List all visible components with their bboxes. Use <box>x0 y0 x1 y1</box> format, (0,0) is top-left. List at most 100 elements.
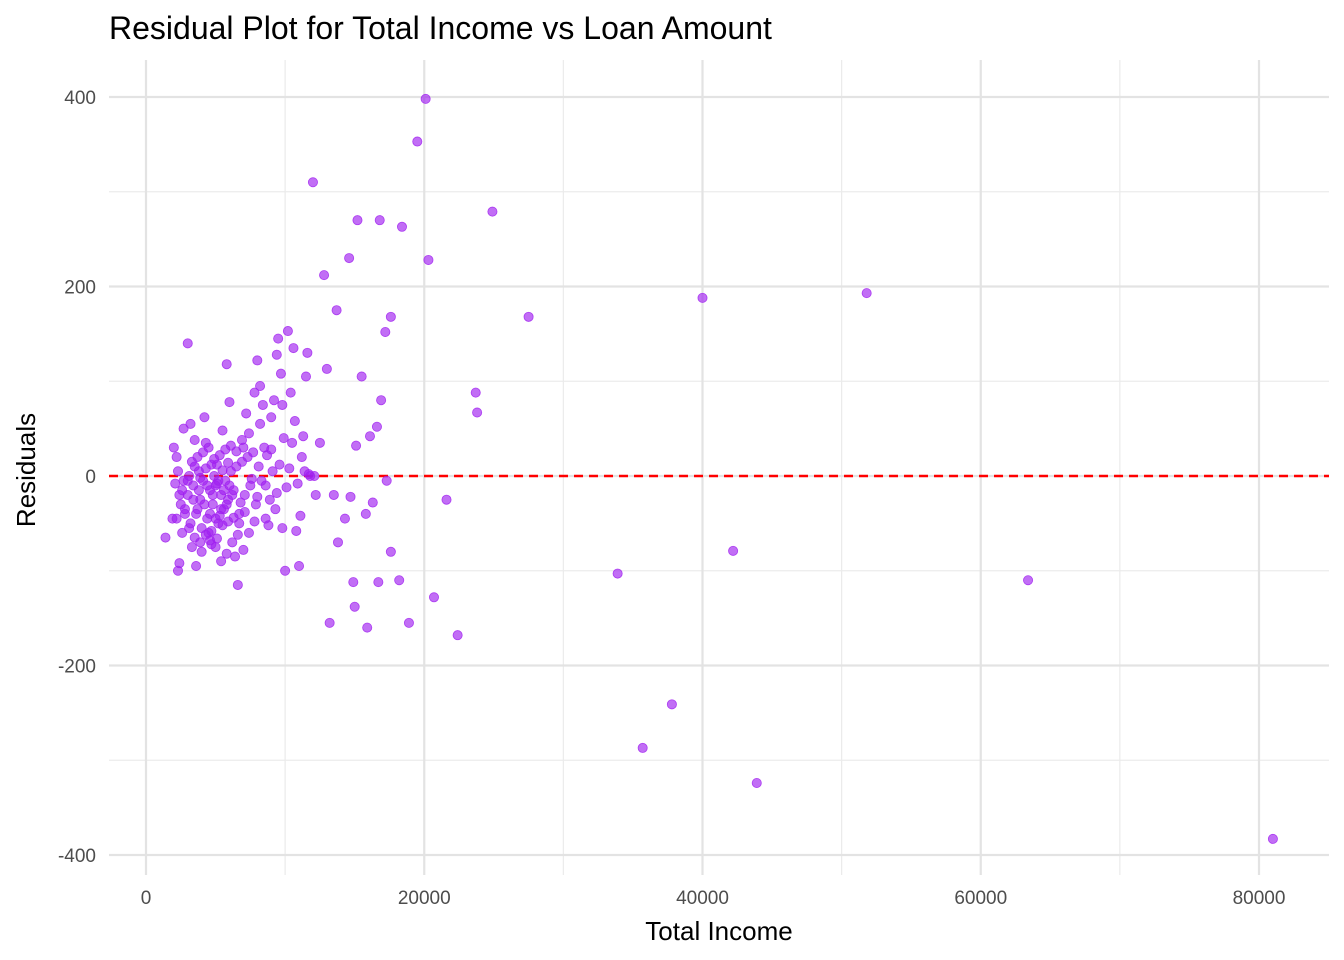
data-point <box>255 418 266 429</box>
data-point <box>249 387 260 398</box>
data-point <box>751 777 762 788</box>
x-tick-label: 20000 <box>398 888 451 909</box>
data-point <box>403 617 414 628</box>
data-point <box>356 371 367 382</box>
data-point <box>280 565 291 576</box>
data-point <box>324 617 335 628</box>
y-axis-ticks: -400 -200 0 200 400 <box>58 88 96 867</box>
data-point <box>291 525 302 536</box>
data-point <box>523 311 534 322</box>
data-point <box>277 523 288 534</box>
data-point <box>185 418 196 429</box>
data-point <box>351 440 362 451</box>
data-point <box>177 527 188 538</box>
data-point <box>239 507 250 518</box>
data-point <box>221 499 232 510</box>
y-tick-label: 400 <box>64 88 96 109</box>
data-point <box>294 561 305 572</box>
data-point <box>321 363 332 374</box>
x-tick-label: 80000 <box>1233 888 1286 909</box>
grid <box>109 60 1329 875</box>
data-point <box>352 215 363 226</box>
data-point <box>193 485 204 496</box>
data-point <box>1267 833 1278 844</box>
data-point <box>332 537 343 548</box>
data-point <box>224 480 235 491</box>
y-tick-label: 200 <box>64 278 96 299</box>
data-point <box>428 592 439 603</box>
data-point <box>285 387 296 398</box>
data-point <box>257 399 268 410</box>
data-point <box>487 206 498 217</box>
x-tick-label: 40000 <box>676 888 729 909</box>
data-point <box>637 742 648 753</box>
data-point <box>195 472 206 483</box>
data-point <box>236 434 247 445</box>
data-point <box>248 447 259 458</box>
data-point <box>309 470 320 481</box>
data-point <box>174 558 185 569</box>
data-point <box>186 542 197 553</box>
data-point <box>307 177 318 188</box>
x-tick-label: 60000 <box>954 888 1007 909</box>
data-point <box>296 452 307 463</box>
data-point <box>255 380 266 391</box>
data-point <box>238 544 249 555</box>
data-point <box>232 579 243 590</box>
data-point <box>423 254 434 265</box>
data-point <box>666 699 677 710</box>
data-point <box>292 478 303 489</box>
data-point <box>207 499 218 510</box>
data-point <box>268 395 279 406</box>
data-point <box>211 478 222 489</box>
data-point <box>331 305 342 316</box>
data-point <box>174 489 185 500</box>
data-point <box>287 437 298 448</box>
y-tick-label: -200 <box>58 657 96 678</box>
data-point <box>298 431 309 442</box>
data-point <box>245 480 256 491</box>
data-point <box>376 395 387 406</box>
data-point <box>217 465 228 476</box>
data-point <box>191 508 202 519</box>
data-point <box>271 488 282 499</box>
data-point <box>697 292 708 303</box>
data-point <box>202 480 213 491</box>
data-point <box>178 423 189 434</box>
data-point <box>348 577 359 588</box>
data-point <box>612 568 623 579</box>
data-point <box>210 542 221 553</box>
data-point <box>385 311 396 322</box>
data-point <box>195 537 206 548</box>
data-point <box>204 535 215 546</box>
data-point <box>230 551 241 562</box>
data-point <box>232 529 243 540</box>
data-point <box>241 408 252 419</box>
x-tick-label: 0 <box>141 888 152 909</box>
data-point <box>267 466 278 477</box>
data-point <box>367 497 378 508</box>
data-point <box>223 457 234 468</box>
x-axis-title: Total Income <box>645 916 792 946</box>
data-point <box>266 444 277 455</box>
data-point <box>266 412 277 423</box>
data-point <box>373 577 384 588</box>
data-point <box>168 442 179 453</box>
data-point <box>264 494 275 505</box>
data-point <box>172 466 183 477</box>
data-point <box>420 93 431 104</box>
data-point <box>472 407 483 418</box>
data-point <box>344 253 355 264</box>
data-point <box>319 270 330 281</box>
data-point <box>364 431 375 442</box>
data-point <box>310 489 321 500</box>
data-point <box>189 434 200 445</box>
data-point <box>282 326 293 337</box>
data-point <box>243 527 254 538</box>
data-point <box>189 461 200 472</box>
data-point <box>289 416 300 427</box>
data-point <box>227 537 238 548</box>
data-point <box>1023 575 1034 586</box>
data-point <box>412 136 423 147</box>
y-axis-title: Residuals <box>11 413 41 527</box>
